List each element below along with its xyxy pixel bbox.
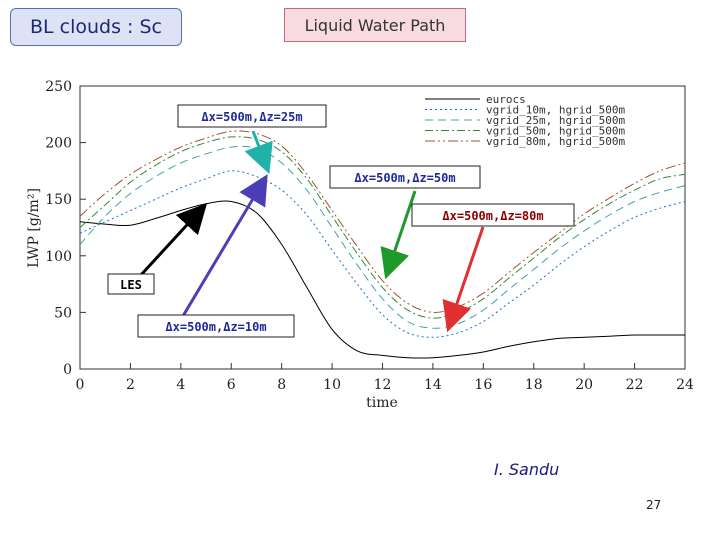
- y-tick-label: 50: [54, 305, 72, 321]
- slide-title: BL clouds : Sc: [30, 16, 162, 38]
- annotation-dz10: Δx=500m,Δz=10m: [165, 320, 266, 334]
- page-number: 27: [646, 498, 662, 512]
- y-axis-label: LWP [g/m²]: [26, 188, 42, 268]
- annotation-box-dz25: [177, 104, 327, 128]
- x-tick-label: 18: [525, 377, 543, 393]
- legend-label-4: vgrid_80m, hgrid_500m: [486, 135, 625, 148]
- legend-background: [420, 90, 650, 158]
- arrow-dz25: [244, 130, 273, 175]
- y-tick-label: 200: [45, 136, 72, 152]
- y-tick-label: 100: [45, 249, 72, 265]
- legend-label-1: vgrid_10m, hgrid_500m: [486, 104, 625, 117]
- x-tick-label: 8: [277, 377, 286, 393]
- arrow-dz10: [181, 174, 268, 317]
- annotation-box-dz50: [329, 165, 481, 189]
- y-tick-label: 250: [45, 79, 72, 95]
- x-tick-label: 2: [126, 377, 135, 393]
- x-tick-label: 14: [424, 377, 442, 393]
- series-line-3: [79, 136, 686, 319]
- x-tick-label: 16: [474, 377, 492, 393]
- annotation-box-les: [107, 273, 155, 295]
- series-line-1: [79, 170, 686, 338]
- arrow-dz80: [442, 226, 485, 333]
- slide-topic: Liquid Water Path: [304, 15, 446, 35]
- slide-topic-box: Liquid Water Path: [284, 8, 466, 42]
- x-tick-label: 20: [575, 377, 593, 393]
- slide-title-box: BL clouds : Sc: [10, 8, 182, 46]
- series-line-2: [79, 145, 686, 329]
- x-axis-label: time: [366, 395, 398, 411]
- annotation-dz50: Δx=500m,Δz=50m: [354, 171, 455, 185]
- x-tick-label: 24: [676, 377, 694, 393]
- legend-label-0: eurocs: [486, 93, 526, 106]
- arrow-les: [138, 202, 208, 278]
- legend-label-3: vgrid_50m, hgrid_500m: [486, 125, 625, 138]
- annotation-les: LES: [120, 278, 142, 292]
- legend-label-2: vgrid_25m, hgrid_500m: [486, 114, 625, 127]
- author-credit: I. Sandu: [494, 460, 560, 479]
- arrow-dz50: [380, 190, 417, 280]
- annotation-dz80: Δx=500m,Δz=80m: [442, 209, 543, 223]
- annotation-box-dz10: [137, 314, 295, 338]
- x-tick-label: 6: [227, 377, 236, 393]
- y-tick-label: 150: [45, 192, 72, 208]
- annotation-dz25: Δx=500m,Δz=25m: [201, 110, 302, 124]
- x-tick-label: 10: [323, 377, 341, 393]
- annotation-box-dz80: [411, 203, 575, 227]
- x-tick-label: 0: [76, 377, 85, 393]
- series-line-4: [79, 130, 686, 313]
- x-tick-label: 22: [626, 377, 644, 393]
- x-tick-label: 4: [176, 377, 185, 393]
- y-tick-label: 0: [63, 362, 72, 378]
- x-tick-label: 12: [374, 377, 392, 393]
